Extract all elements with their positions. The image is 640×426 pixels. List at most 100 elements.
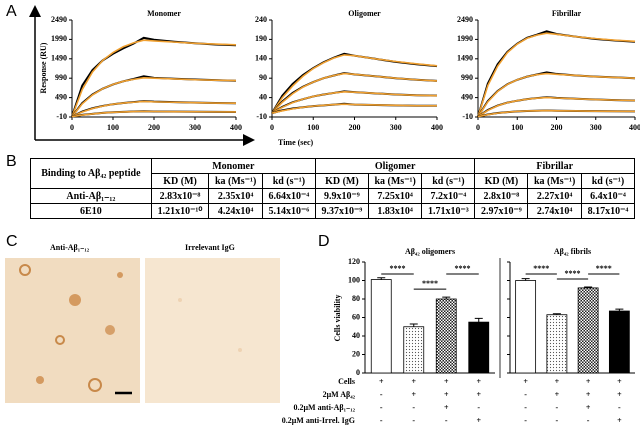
table-cell: 2.83x10⁻⁸ [150, 188, 210, 204]
table-cell: ka (Ms⁻¹) [527, 173, 582, 189]
condition-sign: - [477, 403, 480, 412]
table-cell: 1.21x10⁻¹⁰ [150, 203, 210, 219]
y-tick-label: 90 [259, 73, 267, 82]
sig-label: **** [455, 264, 471, 273]
curve [71, 39, 237, 117]
y-tick-label: -10 [256, 112, 267, 121]
bar [403, 326, 425, 374]
y-tick-label: 990 [461, 73, 473, 82]
table-cell: 6E10 [30, 203, 152, 219]
condition-label: Cells [338, 377, 355, 386]
condition-sign: - [556, 403, 559, 412]
table-row: Anti-Aβ₁₋₁₂ 2.83x10⁻⁸ 2.35x10⁴ 6.64x10⁻⁴ 9.9… [30, 188, 636, 204]
y-tick-label: 490 [461, 92, 473, 101]
table-cell: 6.64x10⁻⁴ [261, 188, 316, 204]
y-tick-label: 2490 [51, 15, 67, 24]
y-tick-label: 40 [352, 331, 360, 340]
condition-sign: + [617, 377, 622, 386]
condition-sign: - [618, 403, 621, 412]
y-tick-label: 1490 [51, 54, 67, 63]
chart-title: Oligomer [348, 9, 381, 18]
y-tick-label: 80 [352, 294, 360, 303]
condition-sign: + [444, 390, 449, 399]
table-row: Binding to Aβ₄₂ peptide Monomer Oligomer Fi… [30, 158, 635, 189]
error-bar [474, 317, 483, 323]
y-tick-label: 2490 [457, 15, 473, 24]
condition-sign: - [524, 416, 527, 425]
error-bar [377, 277, 386, 280]
sig-label: **** [533, 264, 549, 273]
curve [477, 32, 636, 117]
table-cell: kd (s⁻¹) [580, 173, 636, 189]
chart-title: Monomer [147, 9, 181, 18]
condition-sign: - [380, 403, 383, 412]
x-tick-label: 300 [189, 123, 201, 132]
table-cell: 2.35x10⁴ [208, 188, 263, 204]
x-axis-label: Time (sec) [278, 138, 314, 147]
y-tick-label: -10 [56, 112, 67, 121]
condition-sign: - [445, 416, 448, 425]
condition-sign: - [380, 416, 383, 425]
condition-sign: + [586, 377, 591, 386]
y-axis-label: Response (RU) [39, 42, 48, 93]
sig-label: **** [596, 264, 612, 273]
table-cell: 1.83x10⁴ [367, 203, 423, 219]
curve [71, 100, 237, 118]
y-tick-label: 240 [255, 15, 267, 24]
condition-sign: + [411, 377, 416, 386]
y-axis-label: Cells viability [333, 295, 342, 342]
bar [468, 321, 490, 374]
panel-label: C [6, 233, 18, 250]
condition-label: 0.2μM anti-Aβ₁₋₁₂ [294, 403, 356, 412]
condition-sign: + [476, 416, 481, 425]
condition-sign: + [411, 390, 416, 399]
micrograph [145, 258, 280, 403]
condition-sign: + [379, 377, 384, 386]
condition-sign: + [444, 377, 449, 386]
condition-sign: - [380, 390, 383, 399]
table-cell: 2.97x10⁻⁹ [474, 203, 529, 219]
table-cell: 7.25x10⁴ [367, 188, 423, 204]
table-cell: 9.37x10⁻⁹ [314, 203, 369, 219]
kinetics-table: Binding to Aβ₄₂ peptide Monomer Oligomer Fi… [30, 158, 636, 219]
error-bar [552, 313, 561, 315]
sig-label: **** [390, 264, 406, 273]
curve [477, 96, 636, 118]
x-tick-label: 400 [629, 123, 640, 132]
x-tick-label: 0 [476, 123, 480, 132]
image-caption: Irrelevant IgG [185, 243, 235, 252]
error-bar [584, 286, 593, 288]
curve [271, 103, 437, 114]
y-tick-label: 140 [255, 54, 267, 63]
table-row: 6E10 1.21x10⁻¹⁰ 4.24x10⁴ 5.14x10⁻⁶ 9.37x10⁻⁹… [30, 203, 636, 219]
table-cell: 7.2x10⁻⁴ [421, 188, 476, 204]
table-cell: 5.14x10⁻⁶ [261, 203, 316, 219]
y-tick-label: 120 [348, 257, 360, 266]
condition-label: 2μM Aβ₄₂ [323, 390, 356, 399]
table-cell: KD (M) [150, 173, 210, 189]
curve [271, 54, 438, 114]
curve [477, 109, 636, 118]
panel-label: D [318, 233, 330, 250]
bar [546, 314, 568, 374]
y-tick-label: 40 [259, 92, 267, 101]
condition-sign: + [617, 390, 622, 399]
x-tick-label: 200 [349, 123, 361, 132]
table-cell: KD (M) [474, 173, 529, 189]
error-bar [409, 323, 418, 327]
curve [477, 72, 636, 118]
condition-sign: + [476, 377, 481, 386]
table-cell: 8.17x10⁻⁴ [580, 203, 636, 219]
x-tick-label: 100 [511, 123, 523, 132]
bar [608, 310, 630, 374]
x-tick-label: 200 [551, 123, 563, 132]
y-tick-label: 60 [352, 312, 360, 321]
bar [515, 280, 537, 374]
bar [435, 298, 457, 374]
condition-sign: - [524, 403, 527, 412]
table-row: KD (M) ka (Ms⁻¹) kd (s⁻¹) KD (M) ka (Ms⁻¹) kd… [31, 173, 636, 189]
bar [577, 287, 599, 374]
condition-label: 0.2μM anti-Irrel. IgG [282, 416, 355, 425]
